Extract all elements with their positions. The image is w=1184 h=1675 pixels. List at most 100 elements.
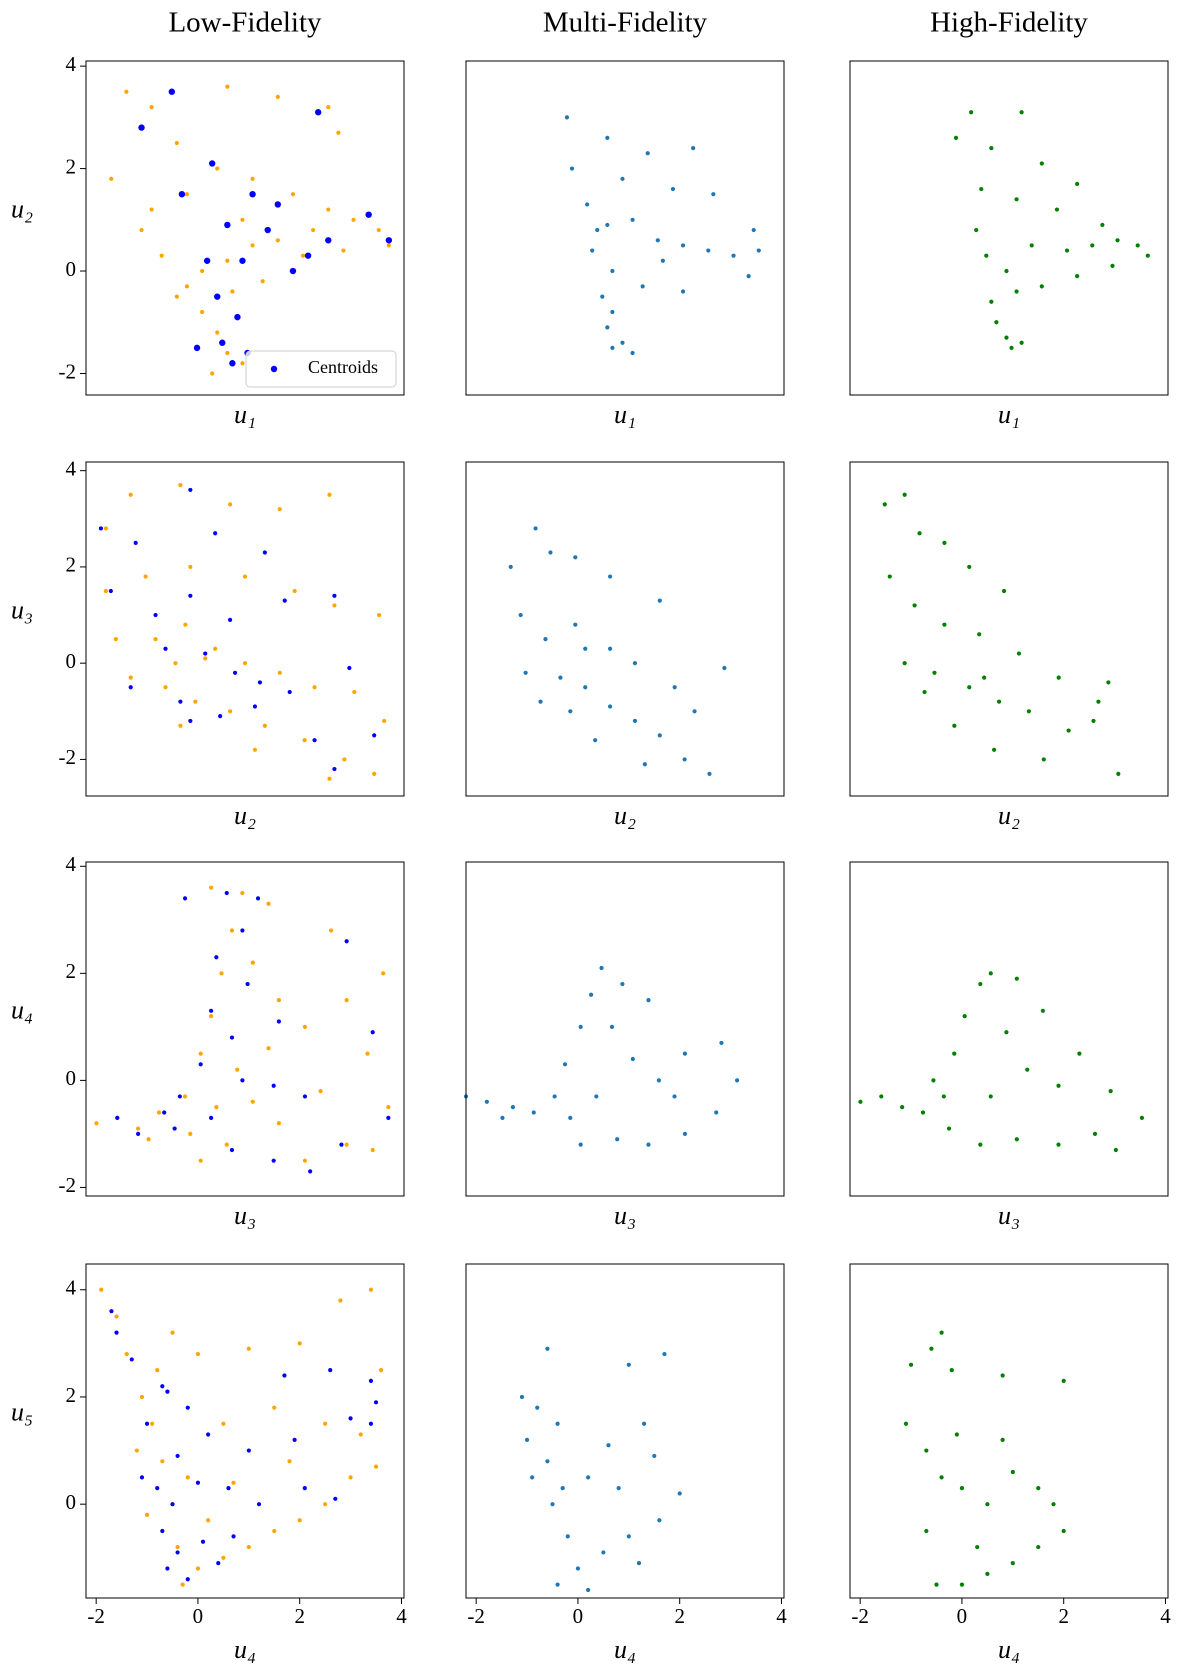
point bbox=[1145, 253, 1150, 258]
point bbox=[178, 723, 183, 728]
point bbox=[308, 1169, 313, 1174]
point bbox=[924, 1448, 929, 1453]
point bbox=[386, 1105, 391, 1110]
point bbox=[344, 997, 349, 1003]
point bbox=[183, 622, 188, 627]
point bbox=[1014, 197, 1019, 202]
point bbox=[932, 670, 937, 675]
point bbox=[610, 268, 615, 274]
point bbox=[377, 612, 382, 618]
point bbox=[198, 1051, 203, 1056]
point bbox=[323, 1502, 328, 1507]
point bbox=[1100, 222, 1105, 228]
point bbox=[195, 1480, 201, 1485]
point bbox=[646, 997, 651, 1003]
point bbox=[1036, 1544, 1041, 1550]
point bbox=[605, 325, 610, 330]
point bbox=[215, 166, 220, 171]
point bbox=[282, 1373, 287, 1378]
point bbox=[198, 1062, 203, 1067]
point bbox=[751, 227, 756, 233]
axes-frame bbox=[465, 1263, 785, 1599]
point bbox=[326, 105, 331, 110]
point bbox=[706, 248, 711, 253]
point bbox=[175, 1550, 180, 1555]
point bbox=[594, 1094, 599, 1099]
point bbox=[1010, 1469, 1015, 1475]
point bbox=[300, 253, 306, 258]
point bbox=[242, 574, 248, 579]
x-tick-label: -2 bbox=[851, 1604, 869, 1628]
point bbox=[276, 1121, 281, 1126]
point bbox=[991, 747, 997, 752]
point bbox=[103, 588, 108, 594]
point bbox=[1029, 243, 1034, 248]
point bbox=[952, 1051, 957, 1056]
point bbox=[920, 1110, 926, 1115]
centroid bbox=[274, 201, 282, 208]
point bbox=[225, 84, 230, 89]
point bbox=[155, 1368, 160, 1373]
point bbox=[173, 661, 178, 666]
point bbox=[139, 1475, 145, 1480]
point bbox=[227, 709, 233, 714]
point bbox=[318, 1088, 323, 1094]
point bbox=[607, 646, 613, 651]
y-axis-label: u₅ bbox=[11, 1397, 33, 1426]
point bbox=[1135, 243, 1140, 248]
point bbox=[290, 192, 296, 197]
point bbox=[657, 733, 662, 738]
point bbox=[344, 1142, 349, 1147]
point bbox=[351, 217, 356, 222]
point bbox=[292, 1437, 297, 1442]
point bbox=[341, 248, 346, 253]
point bbox=[250, 176, 255, 181]
point bbox=[756, 248, 761, 253]
point bbox=[731, 253, 736, 258]
point bbox=[287, 1459, 292, 1464]
x-tick-label: 0 bbox=[957, 1604, 968, 1628]
point bbox=[109, 1309, 114, 1314]
point bbox=[218, 714, 223, 719]
point bbox=[1077, 1051, 1082, 1056]
point bbox=[518, 612, 523, 618]
point bbox=[569, 166, 575, 171]
point bbox=[133, 540, 138, 545]
point bbox=[143, 574, 148, 579]
point bbox=[1064, 248, 1070, 253]
point bbox=[156, 1110, 162, 1115]
point bbox=[338, 1298, 343, 1303]
point bbox=[188, 718, 193, 724]
point bbox=[252, 747, 258, 752]
point bbox=[610, 309, 615, 315]
point bbox=[578, 1142, 583, 1147]
point bbox=[1041, 757, 1046, 762]
point bbox=[593, 738, 598, 743]
point bbox=[150, 1421, 155, 1426]
point bbox=[172, 1126, 177, 1131]
point bbox=[573, 622, 578, 627]
point bbox=[1056, 1083, 1061, 1088]
point bbox=[630, 1056, 635, 1062]
point bbox=[578, 1024, 583, 1029]
legend-label: Centroids bbox=[308, 357, 378, 377]
point bbox=[924, 1528, 929, 1534]
point bbox=[180, 1582, 185, 1587]
point bbox=[188, 1131, 193, 1137]
point bbox=[946, 1126, 952, 1131]
point bbox=[302, 1158, 308, 1163]
point bbox=[277, 670, 282, 675]
y-tick-label: 4 bbox=[66, 852, 77, 876]
point bbox=[672, 685, 677, 690]
point bbox=[714, 1110, 719, 1115]
point bbox=[336, 130, 341, 135]
point bbox=[113, 637, 118, 642]
point bbox=[376, 227, 381, 233]
point bbox=[128, 685, 133, 690]
point bbox=[746, 274, 751, 279]
point bbox=[129, 1357, 134, 1362]
point bbox=[585, 202, 590, 207]
point bbox=[595, 227, 600, 233]
point bbox=[606, 1443, 611, 1448]
point bbox=[163, 685, 168, 690]
